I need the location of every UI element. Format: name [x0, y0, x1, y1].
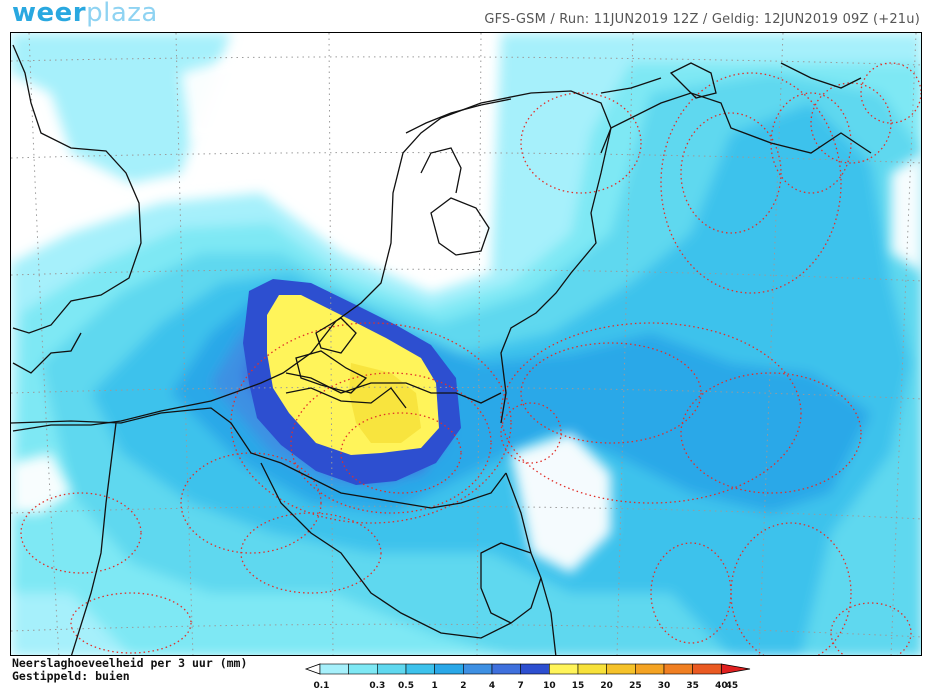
legend-tick-label: 20: [600, 681, 613, 691]
legend-tick-label: 1: [432, 681, 438, 691]
legend-swatch: [635, 663, 665, 675]
legend-swatch: [491, 663, 521, 675]
logo-part-plaza: plaza: [86, 0, 158, 28]
legend-tick-label: 10: [543, 681, 556, 691]
caption-line-showers: Gestippeld: buien: [12, 669, 130, 683]
legend-swatch: [577, 663, 607, 675]
legend-tick-label: 30: [658, 681, 671, 691]
map-caption: Neerslaghoeveelheid per 3 uur (mm) Gesti…: [12, 657, 247, 683]
legend-low-end: [304, 663, 321, 675]
legend-swatch: [434, 663, 464, 675]
legend-swatch: [377, 663, 407, 675]
legend-tick-label: 35: [686, 681, 699, 691]
legend-tick-label: 7: [518, 681, 524, 691]
legend-swatch: [549, 663, 579, 675]
graticule: [11, 33, 921, 655]
model-name: GFS-GSM: [484, 12, 547, 27]
legend-swatch: [319, 663, 349, 675]
legend-tick-label: 40: [715, 681, 728, 691]
run-time: Run: 11JUN2019 12Z: [559, 12, 699, 27]
legend-swatch: [405, 663, 435, 675]
logo-part-weer: weer: [12, 0, 87, 28]
legend-swatch: [663, 663, 693, 675]
legend-swatch: [520, 663, 550, 675]
legend-tick-label: 25: [629, 681, 642, 691]
legend-swatch: [720, 663, 751, 675]
legend-swatch: [692, 663, 722, 675]
weerplaza-logo: weerplaza: [12, 0, 158, 28]
legend-swatch: [606, 663, 636, 675]
coastlines-borders: [11, 44, 872, 655]
legend-tick-label: 0.1: [313, 681, 329, 691]
valid-time: Geldig: 12JUN2019 09Z (+21u): [711, 12, 920, 27]
legend-tick-label: 0.3: [369, 681, 385, 691]
legend-swatch: [348, 663, 378, 675]
caption-line-precipitation: Neerslaghoeveelheid per 3 uur (mm): [12, 656, 248, 670]
map-canvas: [11, 33, 921, 655]
legend-swatch: [463, 663, 493, 675]
legend-tick-label: 45: [726, 681, 739, 691]
legend-tick-label: 15: [572, 681, 585, 691]
legend-tick-label: 2: [460, 681, 466, 691]
model-run-info: GFS-GSM / Run: 11JUN2019 12Z / Geldig: 1…: [484, 12, 920, 27]
precipitation-map: [10, 32, 922, 656]
legend-tick-label: 0.5: [398, 681, 414, 691]
legend-tick-label: 4: [489, 681, 495, 691]
